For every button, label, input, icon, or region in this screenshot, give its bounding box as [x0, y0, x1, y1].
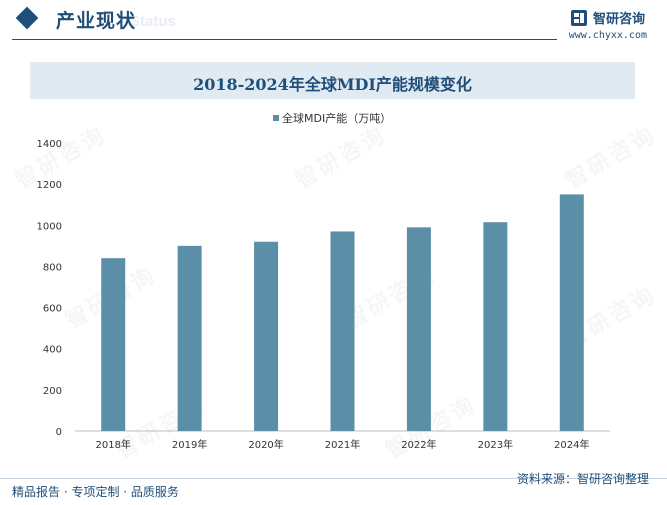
- bar: [483, 222, 508, 431]
- legend-swatch: [273, 115, 279, 121]
- footer-tagline: 精品报告 · 专项定制 · 品质服务: [12, 485, 179, 499]
- x-tick-label: 2021年: [325, 438, 360, 451]
- x-tick-label: 2018年: [95, 438, 130, 451]
- y-tick-label: 400: [43, 345, 62, 356]
- footer-divider: [0, 478, 667, 479]
- source-note: 资料来源：智研咨询整理: [516, 472, 649, 486]
- bar: [406, 227, 431, 431]
- bar: [177, 245, 202, 431]
- y-tick-label: 600: [43, 304, 62, 315]
- page-header: Status 产业现状 智研咨询 www.chyxx.com: [0, 0, 667, 42]
- x-tick-label: 2022年: [401, 438, 436, 451]
- y-tick-label: 1400: [37, 139, 62, 150]
- brand-name: 智研咨询: [592, 12, 645, 27]
- bar: [254, 241, 279, 431]
- chart-title-band: 2018-2024年全球MDI产能规模变化: [30, 62, 635, 99]
- y-tick-label: 1200: [37, 180, 62, 191]
- legend-label: 全球MDI产能（万吨）: [282, 111, 391, 125]
- bar: [101, 258, 126, 431]
- y-tick-label: 1000: [37, 221, 62, 232]
- bar: [559, 194, 584, 431]
- ghost-subtitle: Status: [130, 13, 176, 30]
- brand-logo: 智研咨询: [570, 8, 645, 27]
- y-tick-label: 800: [43, 262, 62, 273]
- y-tick-label: 200: [43, 386, 62, 397]
- header-divider: [12, 39, 557, 40]
- x-tick-label: 2020年: [248, 438, 283, 451]
- chart-title: 2018-2024年全球MDI产能规模变化: [193, 75, 472, 94]
- x-tick-label: 2019年: [172, 438, 207, 451]
- y-tick-label: 0: [56, 427, 62, 438]
- x-tick-label: 2023年: [478, 438, 513, 451]
- brand-icon: [570, 9, 587, 26]
- section-title: 产业现状: [56, 10, 137, 32]
- bar: [330, 231, 355, 431]
- brand-url: www.chyxx.com: [568, 30, 647, 41]
- x-tick-label: 2024年: [554, 438, 589, 451]
